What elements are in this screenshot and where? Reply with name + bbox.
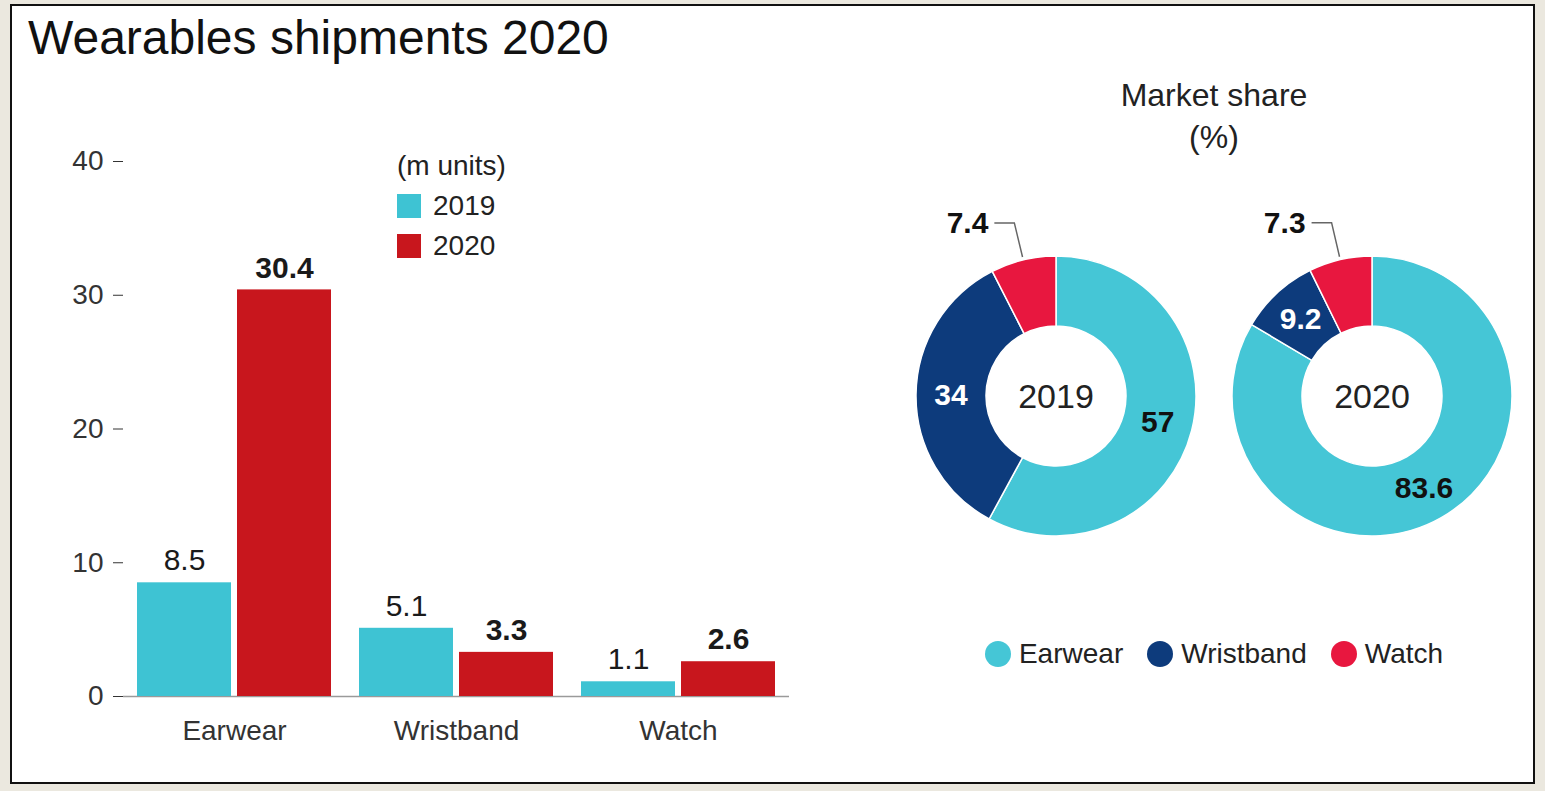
svg-text:34: 34 — [934, 378, 968, 411]
html-text:(m units): (m units) — [397, 150, 506, 181]
svg-text:1.1: 1.1 — [608, 642, 650, 675]
svg-text:2020: 2020 — [1334, 377, 1410, 415]
svg-text:9.2: 9.2 — [1280, 302, 1322, 335]
svg-text:7.3: 7.3 — [1264, 206, 1306, 239]
svg-text:30: 30 — [72, 279, 103, 310]
svg-text:2019: 2019 — [1018, 377, 1094, 415]
svg-text:7.4: 7.4 — [947, 206, 989, 239]
html-text:Wristband: Wristband — [1181, 638, 1307, 669]
svg-text:10: 10 — [72, 547, 103, 578]
html-text:Earwear: Earwear — [1018, 638, 1124, 669]
svg-text:30.4: 30.4 — [255, 251, 314, 284]
html-text:Watch: Watch — [1364, 638, 1444, 669]
svg-text:8.5: 8.5 — [164, 543, 206, 576]
svg-text:2.6: 2.6 — [708, 622, 750, 655]
svg-text:Watch: Watch — [639, 715, 717, 746]
svg-text:20: 20 — [72, 413, 103, 444]
html-text:Wearables shipments 2020: Wearables shipments 2020 — [28, 11, 609, 64]
svg-text:3.3: 3.3 — [486, 613, 528, 646]
svg-text:83.6: 83.6 — [1395, 471, 1453, 504]
svg-text:40: 40 — [72, 145, 103, 176]
svg-text:0: 0 — [88, 680, 104, 711]
html-text:2020: 2020 — [433, 230, 496, 261]
svg-text:57: 57 — [1141, 405, 1174, 438]
svg-text:Market share(%): Market share(%) — [1121, 77, 1308, 155]
svg-text:5.1: 5.1 — [386, 589, 428, 622]
svg-text:Wristband: Wristband — [394, 715, 520, 746]
html-text:2019: 2019 — [433, 190, 496, 221]
svg-text:Earwear: Earwear — [182, 715, 286, 746]
